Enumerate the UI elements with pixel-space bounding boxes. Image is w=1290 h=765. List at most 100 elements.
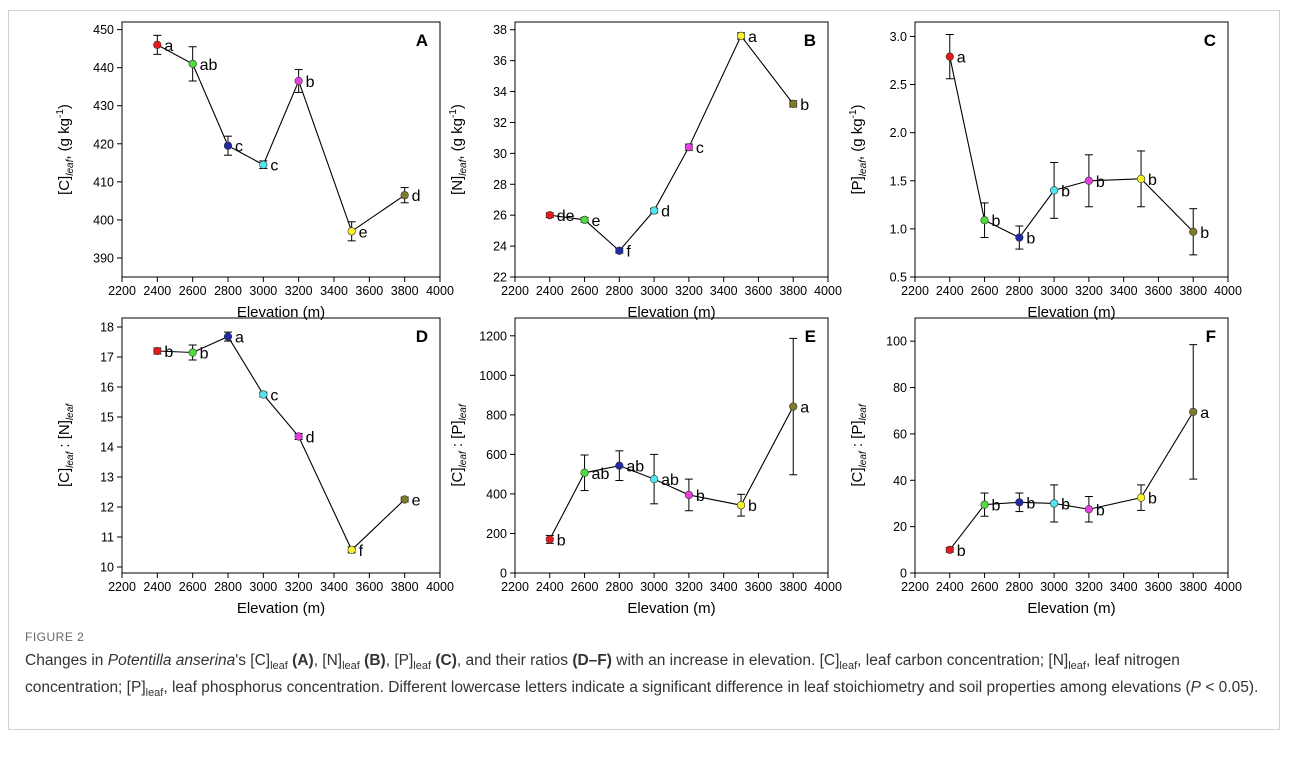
x-tick-label: 2800 xyxy=(1005,284,1033,298)
series-line xyxy=(949,56,1194,239)
y-label-superscript: -1 xyxy=(55,109,66,118)
y-label-text: [C] xyxy=(56,468,73,487)
significance-letter: b xyxy=(1096,502,1105,519)
y-tick-label: 22 xyxy=(493,271,507,285)
data-point xyxy=(1050,499,1059,508)
x-axis-label: Elevation (m) xyxy=(627,304,715,321)
data-point xyxy=(188,59,197,68)
y-tick-label: 13 xyxy=(100,471,114,485)
data-point xyxy=(684,143,693,152)
significance-letter: f xyxy=(626,244,631,261)
significance-letter: b xyxy=(1061,183,1070,200)
significance-letter: ab xyxy=(200,57,218,74)
figure-label: FIGURE 2 xyxy=(25,630,85,644)
plot-frame xyxy=(514,21,829,278)
x-tick-label: 2600 xyxy=(179,580,207,594)
caption-text: , leaf nitrogen concentration; [P] xyxy=(25,652,1180,697)
caption-panel-ref: (B) xyxy=(364,652,386,669)
y-label-text: [C] xyxy=(449,467,466,486)
significance-letter: a xyxy=(800,400,809,417)
caption-sub: leaf xyxy=(839,660,858,673)
x-tick-label: 2600 xyxy=(971,284,999,298)
data-point xyxy=(1136,174,1146,183)
y-tick-label: 30 xyxy=(493,147,507,161)
x-tick-label: 3400 xyxy=(710,284,738,298)
y-tick-label: 400 xyxy=(486,487,507,501)
significance-letter: c xyxy=(270,158,278,175)
x-tick-label: 2800 xyxy=(605,580,633,594)
y-label-subscript: leaf xyxy=(65,158,76,175)
significance-letter: a xyxy=(164,38,173,55)
x-tick-label: 4000 xyxy=(426,284,454,298)
x-tick-label: 3800 xyxy=(1179,284,1207,298)
x-tick-label: 2200 xyxy=(901,284,929,298)
data-point xyxy=(1015,233,1024,242)
y-axis-label: [N]leaf, (g kg-1) xyxy=(448,104,469,195)
significance-letter: b xyxy=(1148,172,1157,189)
caption-text: , and their ratios xyxy=(456,652,573,669)
x-tick-label: 2600 xyxy=(179,284,207,298)
y-label-subscript: leaf xyxy=(65,403,76,420)
chart-panel-f: 2200 2400 2600 2800 3000 3200 3400 3600 3800 4000… xyxy=(849,317,1242,617)
y-label-text: ) xyxy=(849,104,866,109)
x-axis-label: Elevation (m) xyxy=(1027,600,1115,617)
data-point xyxy=(615,461,624,470)
significance-letter: b xyxy=(557,532,566,549)
y-tick-label: 0 xyxy=(900,567,907,581)
x-tick-label: 3800 xyxy=(779,284,807,298)
significance-letter: ab xyxy=(592,466,610,483)
panel-letter: F xyxy=(1206,327,1216,346)
y-label-superscript: -1 xyxy=(448,109,459,118)
caption-sub: leaf xyxy=(145,687,164,700)
data-point xyxy=(223,332,233,341)
x-tick-label: 3600 xyxy=(355,284,383,298)
data-point xyxy=(1015,498,1024,507)
y-label-text: : [P] xyxy=(449,420,466,451)
significance-letter: c xyxy=(235,139,243,156)
x-tick-label: 3800 xyxy=(391,580,419,594)
y-tick-label: 10 xyxy=(100,561,114,575)
y-label-text: , (g kg xyxy=(849,118,866,160)
x-tick-label: 4000 xyxy=(814,284,842,298)
series-line xyxy=(949,411,1194,551)
caption-text: , leaf phosphorus concentration. Differe… xyxy=(163,679,1191,697)
x-tick-label: 3200 xyxy=(285,284,313,298)
caption-species: Potentilla anserina xyxy=(107,652,236,669)
chart-panel-b: 2200 2400 2600 2800 3000 3200 3400 3600 3800 4000… xyxy=(448,21,842,321)
x-tick-label: 2200 xyxy=(501,580,529,594)
x-tick-label: 3200 xyxy=(675,580,703,594)
y-tick-label: 0.5 xyxy=(890,271,907,285)
significance-letter: d xyxy=(412,188,421,205)
panel-letter: B xyxy=(804,31,816,50)
x-tick-label: 3000 xyxy=(640,284,668,298)
caption-text: , leaf carbon concentration; [N] xyxy=(857,652,1069,669)
x-tick-label: 2600 xyxy=(971,580,999,594)
x-tick-label: 2200 xyxy=(108,284,136,298)
x-tick-label: 3000 xyxy=(1040,284,1068,298)
caption-pvalue: P xyxy=(1190,679,1202,697)
y-label-text: [N] xyxy=(449,176,466,195)
y-tick-label: 0 xyxy=(500,567,507,581)
x-tick-label: 3000 xyxy=(249,284,277,298)
y-tick-label: 450 xyxy=(93,23,114,37)
y-label-text: : [N] xyxy=(56,420,73,452)
significance-letter: b xyxy=(1026,231,1035,248)
data-point xyxy=(400,191,409,200)
significance-letter: b xyxy=(696,488,705,505)
y-label-text: ) xyxy=(56,104,73,109)
figure-frame xyxy=(8,10,1280,730)
y-axis-label: [P]leaf, (g kg-1) xyxy=(848,104,869,194)
x-tick-label: 4000 xyxy=(1214,580,1242,594)
x-tick-label: 2400 xyxy=(536,284,564,298)
data-point xyxy=(945,545,954,554)
x-tick-label: 2600 xyxy=(571,580,599,594)
y-tick-label: 400 xyxy=(93,213,114,227)
data-point xyxy=(736,501,746,510)
significance-letter: a xyxy=(957,50,966,67)
series-line xyxy=(157,335,406,551)
panel-letter: D xyxy=(416,327,428,346)
significance-letter: e xyxy=(359,224,368,241)
x-tick-label: 3400 xyxy=(1110,580,1138,594)
y-tick-label: 2.0 xyxy=(890,126,907,140)
significance-letter: b xyxy=(1026,495,1035,512)
